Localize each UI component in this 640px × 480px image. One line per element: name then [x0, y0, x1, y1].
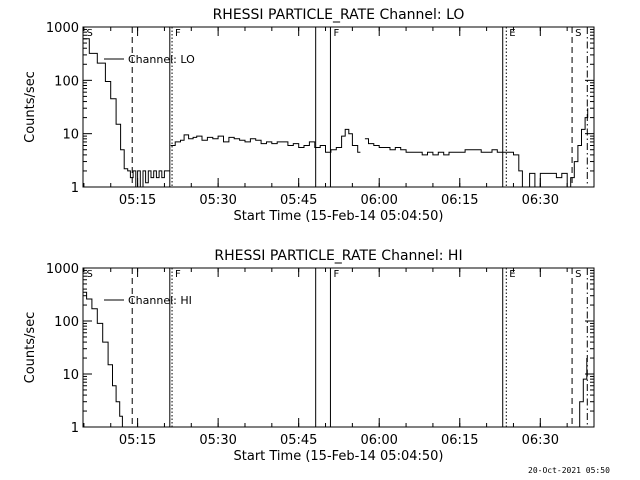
event-marker-label: S — [86, 28, 92, 39]
x-axis-label: Start Time (15-Feb-14 05:04:50) — [234, 449, 444, 464]
event-marker-label: E — [509, 28, 515, 39]
plot-frame — [82, 26, 595, 188]
x-tick-label: 05:30 — [199, 433, 236, 448]
x-tick-label: 06:00 — [360, 193, 397, 208]
series-line-segment — [364, 108, 589, 188]
y-tick-label: 1000 — [46, 262, 79, 277]
event-marker-label: S — [86, 269, 92, 280]
x-tick-label: 06:30 — [522, 433, 559, 448]
y-tick-label: 1 — [71, 421, 79, 436]
x-tick-label: 06:15 — [441, 433, 478, 448]
y-axis-label: Counts/sec — [23, 71, 38, 143]
y-axis-label: Counts/sec — [23, 312, 38, 384]
x-tick-label: 06:00 — [360, 433, 397, 448]
chart-0: RHESSI PARTICLE_RATE Channel: LO 1 10 100 10… — [23, 7, 595, 224]
series-line-segment — [83, 291, 123, 427]
chart-title: RHESSI PARTICLE_RATE Channel: HI — [214, 248, 462, 264]
x-tick-label: 05:45 — [280, 193, 317, 208]
y-tick-label: 100 — [54, 315, 79, 330]
x-tick-label: 05:15 — [119, 193, 156, 208]
event-marker-label: F — [333, 269, 339, 280]
x-tick-label: 05:15 — [119, 433, 156, 448]
y-tick-label: 10 — [62, 368, 79, 383]
y-tick-label: 100 — [54, 74, 79, 89]
event-marker-label: S — [575, 269, 581, 280]
event-marker-label: F — [333, 28, 339, 39]
x-tick-label: 06:15 — [441, 193, 478, 208]
plot-frame — [82, 267, 595, 428]
series-line-segment — [83, 38, 170, 188]
x-axis-label: Start Time (15-Feb-14 05:04:50) — [234, 209, 444, 224]
y-tick-label: 1 — [71, 181, 79, 196]
timestamp-footer: 20-Oct-2021 05:50 — [528, 466, 610, 475]
y-tick-label: 10 — [62, 128, 79, 143]
event-marker-label: F — [175, 28, 181, 39]
legend-entry: Channel: LO — [128, 53, 195, 66]
event-marker-label: F — [175, 269, 181, 280]
series-line-segment — [576, 358, 588, 428]
x-tick-label: 05:45 — [280, 433, 317, 448]
x-tick-label: 05:30 — [199, 193, 236, 208]
series-line-segment — [170, 128, 361, 153]
event-marker-label: S — [575, 28, 581, 39]
chart-1: RHESSI PARTICLE_RATE Channel: HI 1 10 100 10… — [23, 248, 595, 464]
chart-title: RHESSI PARTICLE_RATE Channel: LO — [213, 7, 465, 23]
x-tick-label: 06:30 — [522, 193, 559, 208]
event-marker-label: E — [509, 269, 515, 280]
legend-entry: Channel: HI — [128, 294, 192, 307]
y-tick-label: 1000 — [46, 21, 79, 36]
